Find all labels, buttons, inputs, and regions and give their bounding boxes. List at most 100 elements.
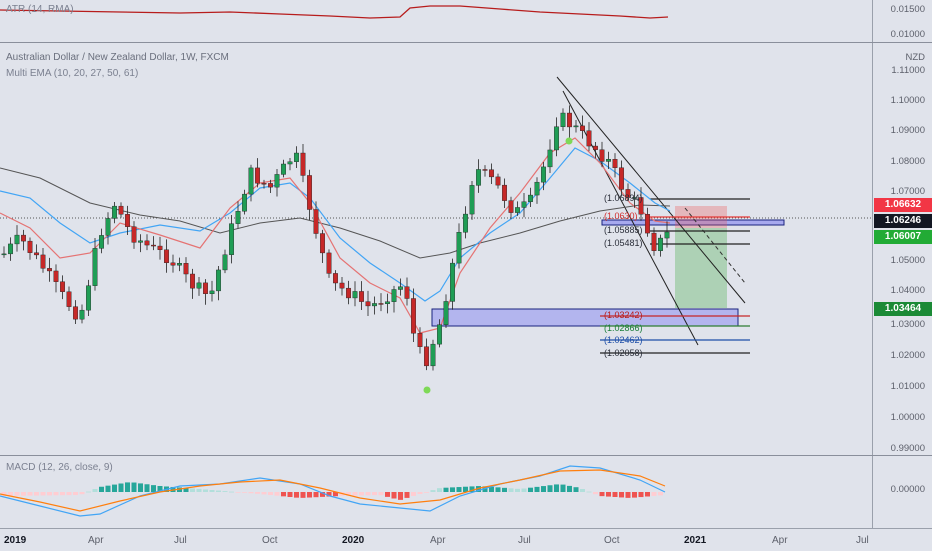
- candle-body: [658, 237, 663, 251]
- candle-body: [281, 163, 286, 175]
- macd-bar: [125, 482, 130, 492]
- candle-body: [346, 287, 351, 299]
- pane-separator[interactable]: [0, 455, 932, 456]
- candle-body: [209, 290, 215, 295]
- candle-body: [489, 169, 494, 178]
- candle-body: [14, 234, 20, 245]
- candle-body: [27, 240, 33, 253]
- ema-61-line: [0, 167, 671, 259]
- candle-body: [528, 194, 533, 202]
- candle-body: [625, 189, 631, 198]
- price-tag-target: 1.03464: [874, 302, 932, 316]
- macd-bar: [372, 492, 377, 496]
- candle-body: [593, 145, 598, 150]
- candle-body: [651, 232, 657, 251]
- channel-upper-line: [556, 76, 746, 304]
- macd-line: [0, 465, 666, 517]
- candle-body: [222, 254, 228, 271]
- price-tick: 1.04000: [890, 285, 925, 296]
- macd-bar: [599, 492, 605, 497]
- candle-body: [144, 240, 150, 246]
- macd-bar: [482, 486, 488, 492]
- candle-body: [463, 213, 468, 233]
- candle-body: [515, 207, 520, 213]
- candle-body: [560, 112, 566, 127]
- macd-bar: [404, 492, 410, 498]
- macd-bar: [515, 488, 520, 492]
- candle-body: [105, 218, 111, 236]
- candle-body: [196, 282, 202, 289]
- macd-tick: 0.00000: [890, 484, 925, 495]
- time-tick: 2021: [684, 535, 707, 546]
- macd-bar: [619, 492, 624, 498]
- macd-bar: [99, 486, 104, 492]
- macd-bar: [417, 492, 423, 494]
- macd-bar: [131, 482, 137, 492]
- time-axis[interactable]: 2019 Apr Jul Oct 2020 Apr Jul Oct 2021 A…: [0, 528, 932, 551]
- candle-body: [99, 235, 104, 249]
- macd-bar: [632, 492, 637, 498]
- candle-body: [469, 185, 475, 215]
- level-label: (1.03242): [604, 310, 643, 320]
- macd-pane[interactable]: MACD (12, 26, close, 9): [0, 456, 872, 528]
- candle-body: [203, 282, 208, 295]
- level-label: (1.0630): [604, 211, 638, 221]
- candle-body: [66, 291, 72, 307]
- macd-bar: [47, 492, 52, 496]
- candle-body: [294, 152, 299, 162]
- macd-bar: [554, 484, 559, 492]
- candle-body: [47, 268, 52, 272]
- signal-dot: [423, 386, 431, 394]
- pane-separator[interactable]: [0, 42, 932, 43]
- price-tick: 1.03000: [890, 319, 925, 330]
- atr-tick: 0.01500: [890, 4, 925, 15]
- candle-body: [521, 201, 527, 208]
- candle-body: [339, 282, 345, 289]
- macd-bar: [255, 492, 260, 494]
- candle-body: [313, 209, 319, 234]
- macd-bar: [456, 487, 462, 492]
- macd-bar: [118, 483, 124, 492]
- macd-bar: [177, 487, 182, 492]
- candle-body: [391, 289, 397, 302]
- macd-bar: [53, 492, 59, 496]
- candle-body: [359, 291, 364, 302]
- time-tick: Apr: [430, 535, 446, 546]
- macd-bar: [424, 492, 429, 493]
- main-price-pane[interactable]: Australian Dollar / New Zealand Dollar, …: [0, 43, 872, 455]
- candle-body: [554, 126, 559, 151]
- candle-body: [151, 244, 156, 247]
- channel-lower-line: [562, 90, 699, 346]
- macd-axis[interactable]: 0.00000: [872, 456, 932, 528]
- candle-body: [619, 167, 624, 190]
- atr-pane[interactable]: ATR (14, RMA): [0, 0, 872, 42]
- macd-bar: [385, 492, 390, 497]
- macd-bar: [261, 492, 267, 495]
- candle-body: [320, 233, 325, 254]
- macd-bar: [495, 487, 501, 492]
- macd-bar: [333, 492, 338, 497]
- macd-bar: [86, 491, 91, 493]
- price-tick: 1.07000: [890, 186, 925, 197]
- candle-body: [476, 169, 481, 186]
- macd-bar: [268, 492, 273, 496]
- macd-legend: MACD (12, 26, close, 9): [6, 462, 113, 473]
- atr-price-axis[interactable]: 0.01500 0.01000: [872, 0, 932, 42]
- macd-bar: [313, 492, 319, 498]
- macd-bar: [346, 492, 351, 496]
- price-plot: [0, 76, 872, 394]
- price-tick: 1.09000: [890, 125, 925, 136]
- candle-body: [73, 306, 78, 320]
- candle-body: [482, 169, 488, 171]
- price-tick: 1.11000: [891, 65, 925, 76]
- time-tick: Apr: [88, 535, 104, 546]
- candle-body: [430, 343, 436, 367]
- ema-10-line: [0, 137, 671, 334]
- candle-body: [268, 183, 273, 188]
- main-price-axis[interactable]: NZD 1.11000 1.10000 1.09000 1.08000 1.07…: [872, 43, 932, 455]
- candle-body: [92, 248, 98, 286]
- candle-body: [1, 253, 7, 256]
- candle-body: [443, 301, 449, 325]
- price-tag-entry: 1.06007: [874, 230, 932, 244]
- macd-bar: [307, 492, 312, 498]
